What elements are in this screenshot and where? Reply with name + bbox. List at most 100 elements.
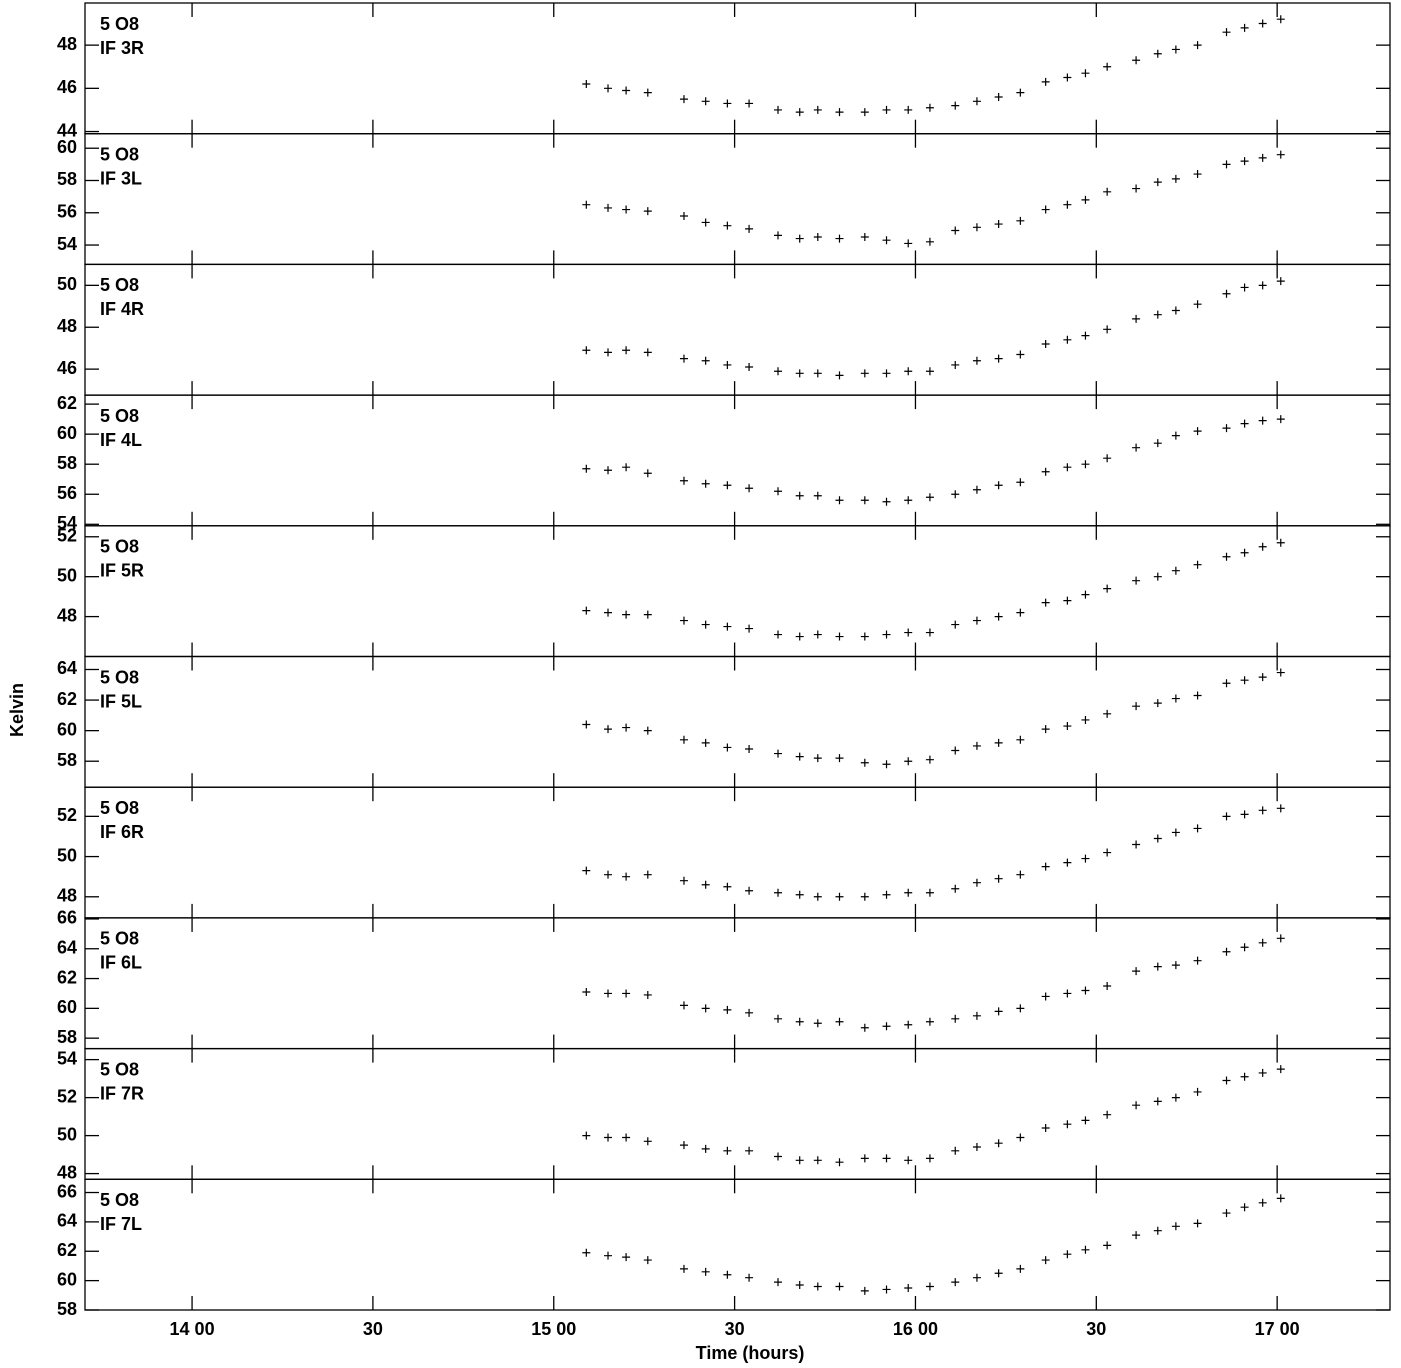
data-point <box>1240 419 1249 428</box>
panel-source: 5 O8 <box>100 275 139 295</box>
data-point <box>679 735 688 744</box>
data-point <box>1063 335 1072 344</box>
data-point <box>1103 454 1112 463</box>
data-point <box>925 755 934 764</box>
data-point <box>1258 416 1267 425</box>
data-point <box>882 236 891 245</box>
data-point <box>1193 1087 1202 1096</box>
data-point <box>679 1001 688 1010</box>
data-point <box>972 878 981 887</box>
data-point <box>994 354 1003 363</box>
y-tick-label: 48 <box>57 605 77 625</box>
data-point <box>1193 824 1202 833</box>
data-point <box>1103 584 1112 593</box>
data-point <box>1041 992 1050 1001</box>
data-point <box>1103 325 1112 334</box>
data-point <box>904 367 913 376</box>
data-point <box>972 485 981 494</box>
data-point <box>1041 467 1050 476</box>
data-point <box>1240 810 1249 819</box>
x-tick-label: 30 <box>725 1319 745 1339</box>
data-point <box>972 223 981 232</box>
data-point <box>951 1146 960 1155</box>
data-point <box>813 1019 822 1028</box>
data-point <box>904 105 913 114</box>
data-point <box>1276 804 1285 813</box>
data-point <box>622 346 631 355</box>
data-point <box>723 481 732 490</box>
data-point <box>860 496 869 505</box>
data-point <box>813 1156 822 1165</box>
data-point <box>925 888 934 897</box>
data-point <box>795 632 804 641</box>
data-point <box>622 989 631 998</box>
data-point <box>1041 1124 1050 1133</box>
data-point <box>1103 62 1112 71</box>
y-tick-label: 54 <box>57 234 77 254</box>
data-point <box>1153 49 1162 58</box>
data-point <box>701 97 710 106</box>
y-tick-label: 48 <box>57 316 77 336</box>
y-tick-label: 60 <box>57 423 77 443</box>
data-point <box>622 1133 631 1142</box>
data-point <box>745 224 754 233</box>
data-point <box>1171 306 1180 315</box>
data-point <box>835 754 844 763</box>
data-point <box>1132 56 1141 65</box>
panel-name: IF 3L <box>100 168 142 188</box>
data-point <box>1063 596 1072 605</box>
data-point <box>622 205 631 214</box>
data-point <box>860 369 869 378</box>
data-point <box>835 892 844 901</box>
panel-source: 5 O8 <box>100 14 139 34</box>
data-point <box>679 95 688 104</box>
data-point <box>1240 1203 1249 1212</box>
panel-frame <box>84 2 1391 135</box>
data-point <box>1240 23 1249 32</box>
data-point <box>1132 840 1141 849</box>
data-point <box>795 1156 804 1165</box>
data-point <box>860 758 869 767</box>
data-point <box>860 1154 869 1163</box>
data-point <box>860 1286 869 1295</box>
data-point <box>1171 828 1180 837</box>
data-point <box>795 108 804 117</box>
data-point <box>951 620 960 629</box>
data-point <box>795 369 804 378</box>
data-point <box>701 1267 710 1276</box>
panel-source: 5 O8 <box>100 798 139 818</box>
data-point <box>723 360 732 369</box>
data-point <box>701 1004 710 1013</box>
data-point <box>1103 1110 1112 1119</box>
y-tick-label: 62 <box>57 967 77 987</box>
data-point <box>1041 205 1050 214</box>
data-point <box>745 624 754 633</box>
panel-source: 5 O8 <box>100 1059 139 1079</box>
data-point <box>643 348 652 357</box>
data-point <box>860 232 869 241</box>
data-point <box>643 1137 652 1146</box>
data-point <box>1132 967 1141 976</box>
data-point <box>882 1154 891 1163</box>
data-point <box>1171 1093 1180 1102</box>
data-point <box>604 1133 613 1142</box>
data-point <box>795 234 804 243</box>
data-point <box>582 606 591 615</box>
y-tick-label: 60 <box>57 1269 77 1289</box>
data-point <box>745 363 754 372</box>
data-point <box>723 1270 732 1279</box>
x-tick-label: 16 00 <box>893 1319 938 1339</box>
data-point <box>1222 28 1231 37</box>
data-point <box>1103 187 1112 196</box>
panel-source: 5 O8 <box>100 667 139 687</box>
data-point <box>1240 676 1249 685</box>
x-tick-label: 30 <box>1086 1319 1106 1339</box>
data-point <box>582 866 591 875</box>
x-tick-label: 17 00 <box>1255 1319 1300 1339</box>
data-point <box>1103 709 1112 718</box>
data-point <box>1041 598 1050 607</box>
data-point <box>882 760 891 769</box>
data-point <box>604 84 613 93</box>
data-point <box>701 218 710 227</box>
